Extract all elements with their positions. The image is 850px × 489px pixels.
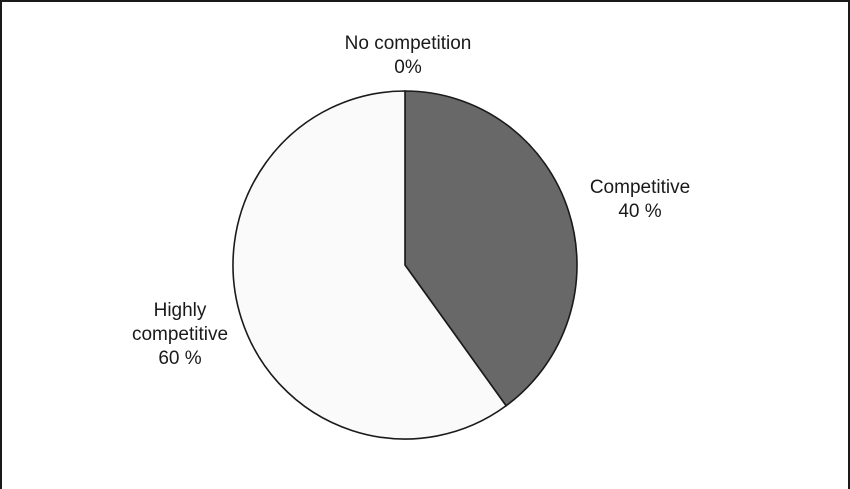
slice-label-line: 0% xyxy=(394,57,422,78)
slice-label-1: Competitive 40 % xyxy=(590,177,690,222)
slice-label-line: competitive xyxy=(132,324,228,345)
pie-slice-1 xyxy=(404,90,578,407)
slice-label-2: Highly competitive 60 % xyxy=(132,300,228,369)
slice-label-0: No competition 0% xyxy=(345,33,472,78)
slice-label-line: Competitive xyxy=(590,177,690,198)
pie-slices xyxy=(232,90,578,440)
slice-label-line: 60 % xyxy=(158,348,201,369)
slice-label-line: 40 % xyxy=(618,201,661,222)
pie-slice-2 xyxy=(232,90,508,440)
slice-label-line: No competition xyxy=(345,33,472,54)
pie-labels: No competition 0% Competitive 40 % Highly com… xyxy=(132,33,690,369)
slice-label-line: Highly xyxy=(154,300,207,321)
